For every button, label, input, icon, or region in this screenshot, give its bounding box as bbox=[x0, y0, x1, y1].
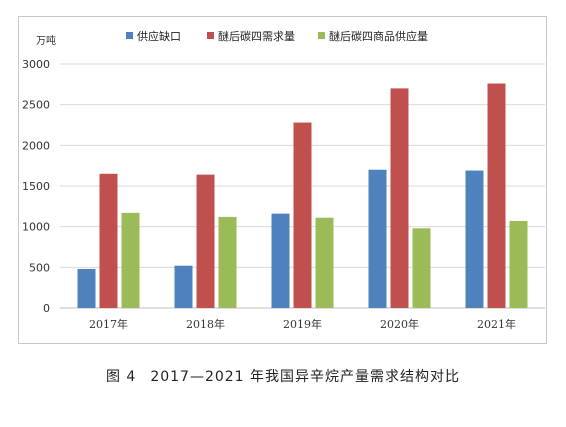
y-tick-label: 2000 bbox=[22, 139, 50, 152]
x-tick-label: 2017年 bbox=[89, 317, 128, 331]
bar bbox=[196, 174, 215, 308]
x-tick-label: 2019年 bbox=[283, 317, 322, 331]
bar bbox=[218, 216, 237, 308]
bar bbox=[487, 83, 506, 309]
bar bbox=[465, 170, 484, 308]
x-tick-label: 2020年 bbox=[380, 317, 419, 331]
bar bbox=[412, 228, 431, 308]
legend-swatch bbox=[126, 32, 133, 39]
bar bbox=[121, 212, 140, 308]
x-tick-label: 2021年 bbox=[477, 317, 516, 331]
legend-label: 供应缺口 bbox=[137, 29, 181, 43]
x-tick-label: 2018年 bbox=[186, 317, 225, 331]
y-tick-labels: 0 500 1000 1500 2000 2500 3000 bbox=[22, 58, 50, 315]
y-tick-label: 0 bbox=[43, 302, 50, 315]
legend-swatch bbox=[207, 32, 214, 39]
legend-swatch bbox=[318, 32, 325, 39]
bar bbox=[509, 220, 528, 308]
bars bbox=[77, 83, 528, 309]
legend: 供应缺口 醚后碳四需求量 醚后碳四商品供应量 bbox=[126, 29, 428, 43]
y-tick-label: 3000 bbox=[22, 58, 50, 71]
y-tick-label: 1500 bbox=[22, 180, 50, 193]
figure-title: 2017—2021 年我国异辛烷产量需求结构对比 bbox=[150, 369, 461, 385]
y-tick-label: 500 bbox=[29, 261, 50, 274]
x-tick-labels: 2017年 2018年 2019年 2020年 2021年 bbox=[89, 317, 516, 331]
y-unit-label: 万吨 bbox=[36, 34, 56, 47]
legend-label: 醚后碳四商品供应量 bbox=[329, 29, 428, 43]
bar bbox=[315, 217, 334, 308]
y-tick-label: 1000 bbox=[22, 221, 50, 234]
y-tick-label: 2500 bbox=[22, 99, 50, 112]
bar bbox=[368, 169, 387, 308]
bar bbox=[77, 268, 96, 308]
figure-label: 图 4 bbox=[105, 369, 137, 385]
bar bbox=[174, 265, 193, 308]
bar bbox=[293, 122, 312, 308]
bar bbox=[390, 88, 409, 309]
figure-caption: 图 4 2017—2021 年我国异辛烷产量需求结构对比 bbox=[0, 366, 566, 386]
legend-label: 醚后碳四需求量 bbox=[218, 29, 295, 43]
bar bbox=[271, 213, 290, 308]
bar bbox=[99, 173, 118, 308]
